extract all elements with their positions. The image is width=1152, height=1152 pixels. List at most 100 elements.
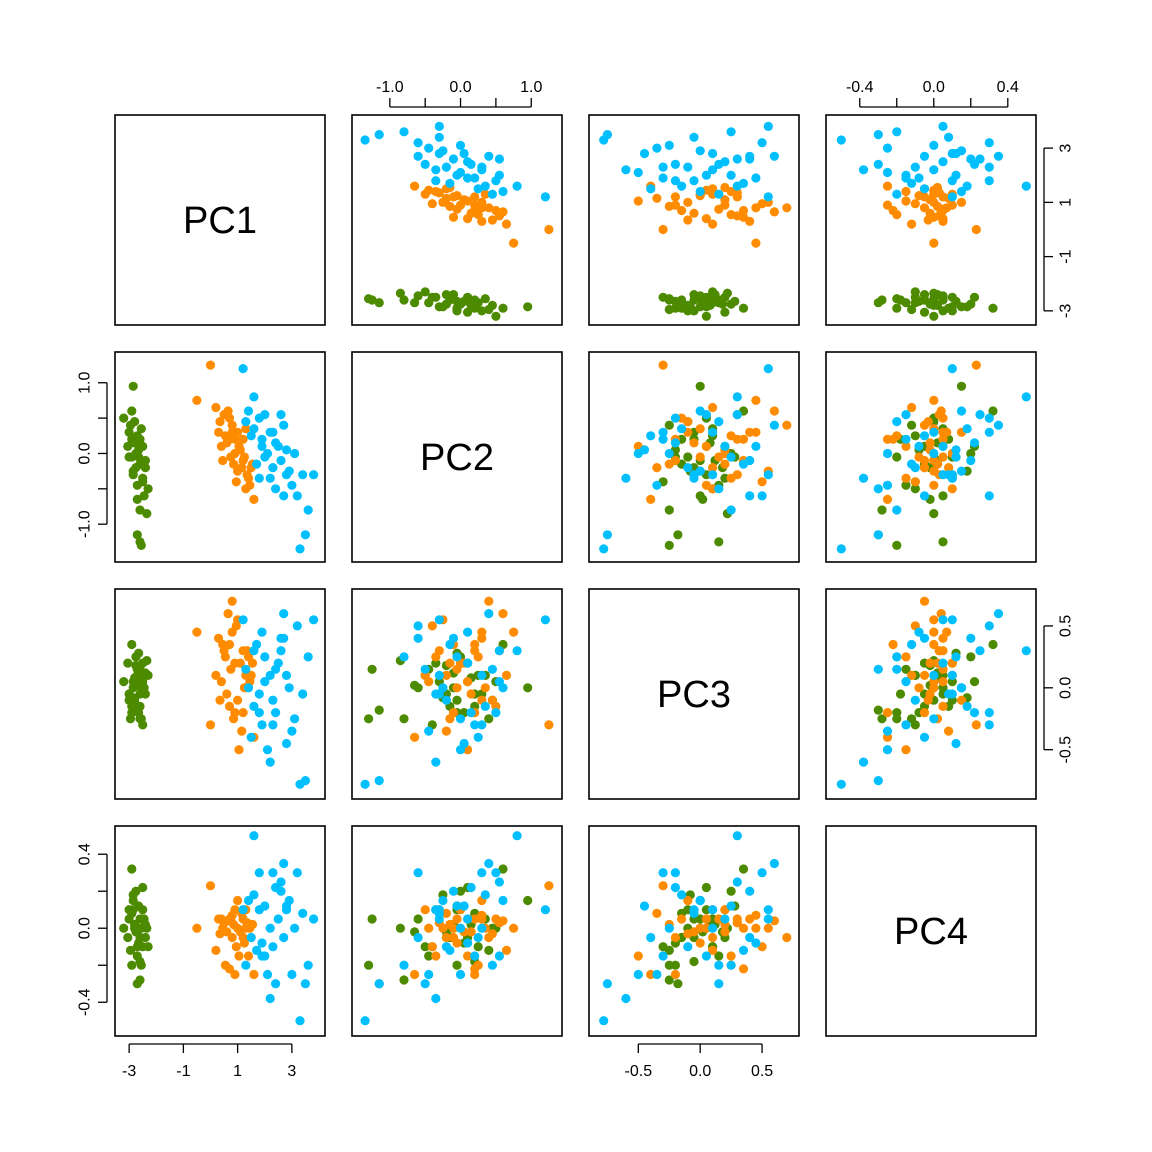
data-point bbox=[698, 494, 708, 504]
data-point bbox=[664, 960, 674, 970]
data-point bbox=[540, 905, 551, 915]
data-point bbox=[932, 459, 943, 469]
data-point bbox=[683, 463, 693, 473]
data-point bbox=[919, 732, 930, 742]
data-point bbox=[975, 410, 985, 420]
data-point bbox=[895, 689, 906, 699]
data-point bbox=[247, 919, 258, 930]
data-point bbox=[445, 658, 455, 668]
data-point bbox=[215, 695, 225, 705]
data-point bbox=[932, 182, 943, 193]
data-point bbox=[658, 224, 668, 235]
data-point bbox=[295, 544, 305, 554]
data-point bbox=[434, 646, 444, 656]
data-point bbox=[763, 470, 773, 480]
data-point bbox=[284, 683, 294, 693]
y-axis-pc1-right: -3 -1 1 3 bbox=[1043, 144, 1075, 318]
data-point bbox=[124, 452, 134, 462]
data-point bbox=[452, 901, 462, 911]
data-point bbox=[123, 658, 133, 668]
panel-pc1-vs-pc2 bbox=[351, 114, 563, 326]
data-point bbox=[374, 979, 384, 989]
data-point bbox=[683, 197, 693, 207]
data-point bbox=[424, 677, 434, 687]
data-point bbox=[420, 664, 430, 674]
data-point bbox=[459, 738, 469, 749]
data-point bbox=[769, 420, 780, 430]
data-point bbox=[621, 993, 631, 1004]
data-point bbox=[192, 923, 202, 933]
data-point bbox=[882, 448, 893, 459]
diagonal-label-pc2: PC2 bbox=[420, 437, 494, 479]
data-point bbox=[670, 969, 681, 980]
data-point bbox=[281, 445, 292, 455]
data-point bbox=[271, 979, 281, 989]
data-point bbox=[254, 905, 264, 915]
data-point bbox=[142, 656, 152, 666]
data-point bbox=[664, 505, 674, 515]
data-point bbox=[907, 459, 917, 469]
data-point bbox=[459, 901, 469, 911]
data-point bbox=[135, 434, 145, 444]
data-point bbox=[260, 410, 270, 420]
data-point bbox=[732, 877, 742, 887]
data-point bbox=[140, 932, 150, 943]
data-point bbox=[128, 381, 138, 391]
data-point bbox=[919, 708, 930, 718]
data-point bbox=[246, 932, 256, 943]
data-point bbox=[298, 470, 308, 480]
data-point bbox=[223, 609, 233, 619]
data-point bbox=[508, 627, 519, 637]
data-point bbox=[445, 919, 455, 930]
data-point bbox=[938, 701, 948, 712]
data-point bbox=[427, 621, 437, 631]
data-point bbox=[962, 424, 972, 434]
y-axis-pc4-left: -0.4 0.0 0.4 bbox=[77, 843, 108, 1016]
data-point bbox=[455, 969, 466, 980]
data-point bbox=[929, 670, 939, 681]
data-point bbox=[477, 868, 487, 878]
data-point bbox=[242, 646, 252, 656]
data-point bbox=[242, 470, 252, 480]
data-point bbox=[128, 693, 138, 703]
data-point bbox=[445, 178, 455, 188]
data-point bbox=[745, 151, 755, 161]
data-point bbox=[701, 410, 712, 420]
data-point bbox=[260, 452, 270, 462]
data-point bbox=[544, 881, 554, 891]
data-point bbox=[695, 381, 705, 391]
x-axis-pc4-top: -0.4 0.0 0.4 bbox=[846, 79, 1019, 108]
data-point bbox=[929, 714, 939, 724]
data-point bbox=[714, 417, 724, 427]
data-point bbox=[942, 627, 952, 637]
data-point bbox=[984, 413, 994, 423]
data-point bbox=[452, 938, 462, 948]
data-point bbox=[901, 410, 911, 420]
diagonal-label-pc3: PC3 bbox=[657, 674, 731, 716]
data-point bbox=[501, 670, 512, 681]
data-point bbox=[751, 910, 761, 920]
data-point bbox=[892, 417, 902, 427]
data-point bbox=[683, 162, 693, 172]
data-point bbox=[901, 473, 911, 483]
data-point bbox=[427, 942, 437, 952]
data-point bbox=[689, 132, 699, 142]
data-point bbox=[732, 410, 742, 420]
data-point bbox=[211, 402, 221, 413]
data-point bbox=[929, 480, 939, 490]
data-point bbox=[249, 831, 259, 841]
data-point bbox=[914, 191, 924, 201]
data-point bbox=[234, 951, 244, 961]
panel-pc2-vs-pc1 bbox=[114, 351, 326, 563]
data-point bbox=[498, 916, 508, 926]
data-point bbox=[919, 307, 930, 317]
data-point bbox=[947, 192, 957, 202]
data-point bbox=[664, 459, 674, 469]
data-point bbox=[944, 303, 954, 313]
data-point bbox=[670, 868, 681, 878]
data-point bbox=[477, 216, 487, 226]
data-point bbox=[448, 886, 459, 896]
data-point bbox=[701, 441, 712, 451]
data-point bbox=[276, 455, 286, 466]
data-point bbox=[984, 491, 994, 501]
